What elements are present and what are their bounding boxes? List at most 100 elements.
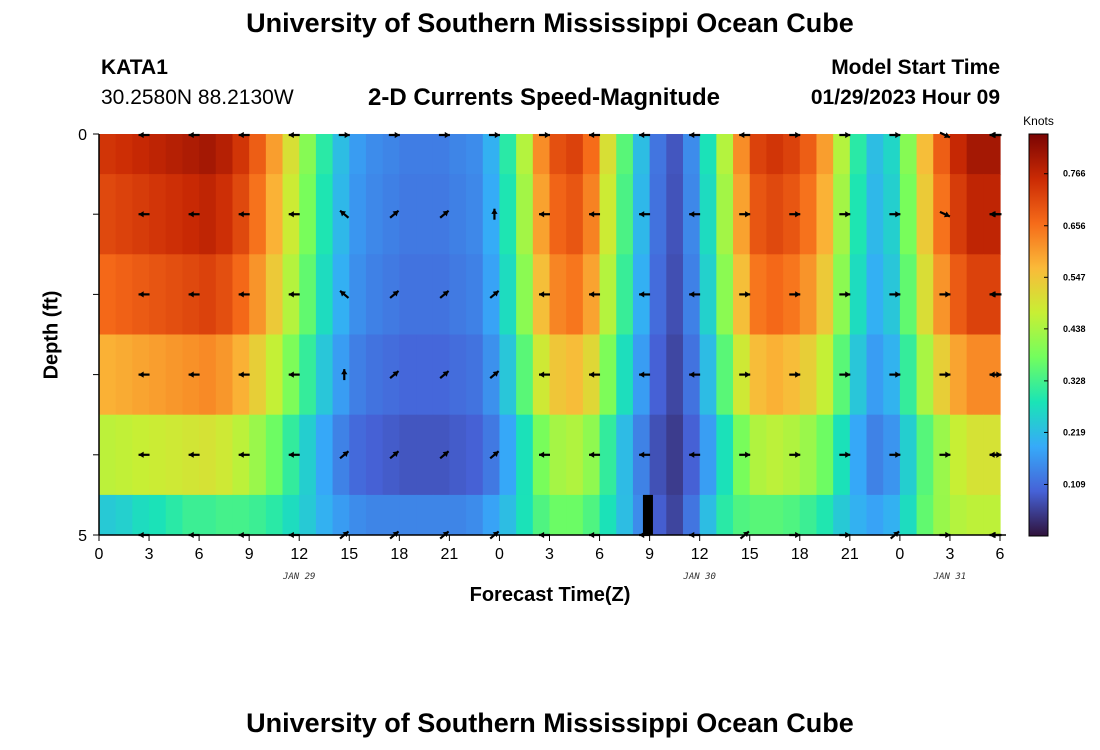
current-arrow xyxy=(739,211,751,218)
heat-cell xyxy=(599,134,617,175)
arrow-head xyxy=(689,371,695,378)
current-arrow xyxy=(689,371,701,378)
heat-cell xyxy=(766,334,784,416)
heat-cell xyxy=(599,414,617,496)
heat-cell xyxy=(966,494,984,535)
colorbar-tick-label: 0.328 xyxy=(1063,376,1086,386)
heat-cell xyxy=(499,134,517,175)
colorbar-unit: Knots xyxy=(1023,114,1054,128)
arrow-head xyxy=(943,211,950,218)
heat-cell xyxy=(699,414,717,496)
current-arrow xyxy=(839,451,851,458)
heat-cell xyxy=(466,414,484,496)
arrow-head xyxy=(589,451,595,458)
heat-cell xyxy=(816,334,834,416)
current-arrow xyxy=(990,131,1002,139)
heat-cell xyxy=(182,134,200,175)
current-arrow xyxy=(589,291,601,298)
current-arrow xyxy=(990,291,1002,298)
arrow-head xyxy=(990,211,996,218)
current-arrow xyxy=(238,211,250,218)
arrow-head xyxy=(492,290,499,297)
arrow-head xyxy=(589,291,595,298)
heat-cell xyxy=(849,494,868,535)
y-tick-label: 0 xyxy=(78,127,87,144)
colorbar-tick-label: 0.766 xyxy=(1063,169,1086,179)
arrow-head xyxy=(288,131,294,139)
arrow-head xyxy=(795,371,801,378)
x-tick-label: 18 xyxy=(390,546,408,563)
current-arrow xyxy=(188,371,200,378)
heat-cell xyxy=(716,414,734,496)
current-arrow xyxy=(589,451,601,458)
heat-cell xyxy=(599,174,617,255)
heat-cell xyxy=(332,254,350,336)
heat-cell xyxy=(566,494,584,535)
heat-cell xyxy=(883,494,901,535)
heat-cell xyxy=(549,494,567,535)
current-arrow xyxy=(138,371,150,378)
current-arrow xyxy=(438,131,450,139)
arrow-head xyxy=(188,291,194,298)
heat-cell xyxy=(249,134,267,175)
heat-cell xyxy=(315,414,334,496)
arrow-head xyxy=(990,131,996,139)
arrow-head xyxy=(945,451,951,458)
heat-cell xyxy=(666,494,684,535)
current-arrow xyxy=(238,131,250,139)
heat-cell xyxy=(516,134,534,175)
heat-cell xyxy=(365,334,384,416)
heat-cell xyxy=(799,134,818,175)
heat-cell xyxy=(215,414,234,496)
heat-cell xyxy=(482,174,501,255)
current-arrow xyxy=(839,291,851,298)
heat-cell xyxy=(549,334,567,416)
current-arrow xyxy=(138,451,150,458)
heat-cell xyxy=(833,494,851,535)
heat-cell xyxy=(983,494,1001,535)
heat-cell xyxy=(382,494,400,535)
arrow-head xyxy=(689,211,695,218)
heat-cell xyxy=(349,414,367,496)
heat-cell xyxy=(115,134,133,175)
x-tick-label: 12 xyxy=(691,546,709,563)
heat-cell xyxy=(966,414,984,496)
heat-cell xyxy=(265,254,284,336)
heat-cell xyxy=(449,334,467,416)
heat-cell xyxy=(933,494,951,535)
heat-cell xyxy=(232,134,250,175)
arrow-head xyxy=(845,131,851,139)
date-label: JAN 30 xyxy=(682,572,716,582)
heat-cell xyxy=(499,174,517,255)
arrow-head xyxy=(138,371,144,378)
heat-cell xyxy=(649,414,667,496)
current-arrow xyxy=(339,209,350,219)
arrow-head xyxy=(442,371,449,377)
current-arrow xyxy=(439,370,450,379)
heat-cell xyxy=(816,174,834,255)
current-arrow xyxy=(789,131,801,139)
current-arrow xyxy=(789,451,801,458)
arrow-head xyxy=(689,131,695,139)
heat-cell xyxy=(199,134,217,175)
current-arrow xyxy=(491,208,498,220)
heat-cell xyxy=(799,174,818,255)
heat-cell xyxy=(899,134,918,175)
x-tick-label: 21 xyxy=(841,546,859,563)
arrow-head xyxy=(795,211,801,218)
heat-cell xyxy=(382,174,400,255)
heat-cell xyxy=(416,174,434,255)
arrow-head xyxy=(442,210,449,217)
heat-cell xyxy=(499,334,517,416)
station-id: KATA1 xyxy=(101,56,168,79)
model-start-label: Model Start Time xyxy=(831,56,1000,79)
heat-cell xyxy=(716,134,734,175)
arrow-head xyxy=(745,371,751,378)
current-arrow xyxy=(389,450,400,460)
heat-cell xyxy=(616,334,634,416)
arrow-head xyxy=(392,290,399,297)
current-arrow xyxy=(288,291,300,298)
heat-cell xyxy=(249,414,267,496)
arrow-head xyxy=(895,211,901,218)
heat-cell xyxy=(649,494,667,535)
